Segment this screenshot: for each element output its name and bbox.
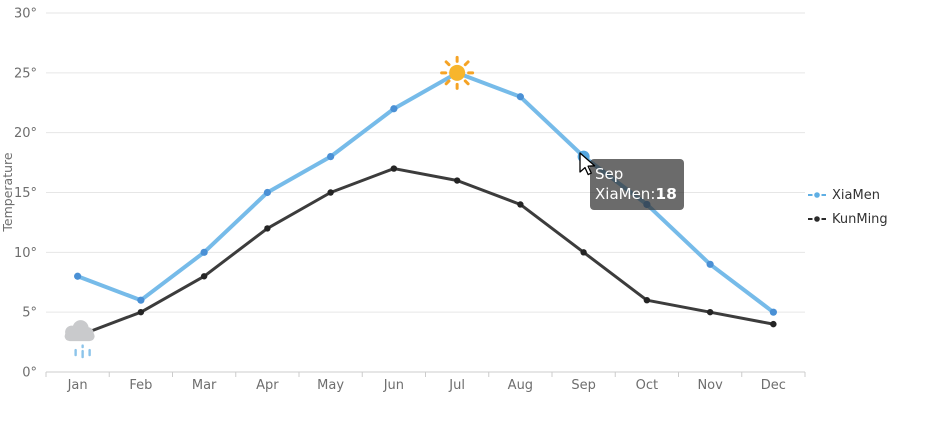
series-line-kunming [76, 167, 775, 338]
x-axis-label-mar: Mar [192, 378, 217, 393]
data-point-kunming-aug[interactable] [517, 201, 524, 208]
sun-ray [444, 60, 451, 67]
y-axis-tick-label: 20° [14, 126, 37, 141]
sun-ray [463, 60, 470, 67]
legend-item-xiamen[interactable]: XiaMen [808, 183, 888, 207]
data-point-kunming-jul[interactable] [453, 177, 461, 184]
x-axis-label-oct: Oct [636, 378, 658, 393]
data-point-kunming-oct[interactable] [643, 297, 651, 304]
rain-cloud-icon[interactable] [64, 320, 95, 359]
y-axis-title: Temperature [0, 152, 15, 232]
data-point-kunming-nov[interactable] [706, 308, 714, 316]
data-point-kunming-apr[interactable] [264, 225, 271, 232]
data-point-xiamen-mar[interactable] [200, 248, 208, 256]
y-axis-tick-label: 0° [22, 366, 37, 381]
x-axis-label-jun: Jun [383, 378, 404, 393]
data-point-xiamen-aug[interactable] [516, 93, 524, 101]
data-point-xiamen-jun[interactable] [390, 105, 398, 113]
highlighted-data-point-xiamen-sep[interactable] [577, 150, 590, 163]
x-axis-label-jan: Jan [67, 378, 88, 393]
legend-marker-icon [808, 216, 826, 222]
legend-item-kunming[interactable]: KunMing [808, 207, 888, 231]
data-point-xiamen-oct[interactable] [643, 200, 651, 209]
data-point-kunming-sep[interactable] [580, 249, 587, 256]
x-axis-label-may: May [317, 378, 344, 393]
x-axis-label-nov: Nov [697, 378, 723, 393]
legend-marker-icon [808, 192, 826, 198]
sun-ray [444, 79, 451, 86]
x-axis-label-dec: Dec [761, 378, 786, 393]
x-axis-label-sep: Sep [571, 378, 596, 393]
data-point-kunming-feb[interactable] [137, 308, 145, 316]
data-point-xiamen-nov[interactable] [706, 260, 714, 268]
x-axis-label-feb: Feb [129, 378, 152, 393]
data-point-kunming-mar[interactable] [200, 273, 208, 280]
series-line-xiamen [75, 70, 776, 315]
x-axis-label-aug: Aug [508, 378, 533, 393]
x-axis-label-apr: Apr [256, 378, 279, 393]
data-point-xiamen-apr[interactable] [263, 188, 271, 197]
legend-label: KunMing [832, 211, 888, 227]
legend: XiaMen KunMing [808, 183, 888, 231]
data-point-xiamen-jan[interactable] [74, 272, 82, 280]
x-axis-label-jul: Jul [448, 378, 465, 393]
y-axis-tick-label: 10° [14, 246, 37, 261]
data-point-xiamen-feb[interactable] [137, 296, 145, 304]
data-point-xiamen-dec[interactable] [769, 308, 777, 316]
sun-ray [463, 79, 470, 86]
cloud-base [64, 331, 95, 342]
legend-label: XiaMen [832, 187, 880, 203]
y-axis-tick-label: 15° [14, 186, 37, 201]
y-axis-tick-label: 30° [14, 7, 37, 22]
data-point-kunming-may[interactable] [327, 189, 334, 196]
data-point-kunming-jun[interactable] [390, 165, 398, 172]
data-point-xiamen-may[interactable] [327, 153, 335, 161]
data-point-kunming-dec[interactable] [770, 320, 777, 328]
sun-core [449, 64, 466, 81]
sun-icon[interactable] [440, 55, 475, 90]
y-axis-tick-label: 5° [22, 306, 37, 321]
y-axis-tick-label: 25° [14, 66, 37, 81]
